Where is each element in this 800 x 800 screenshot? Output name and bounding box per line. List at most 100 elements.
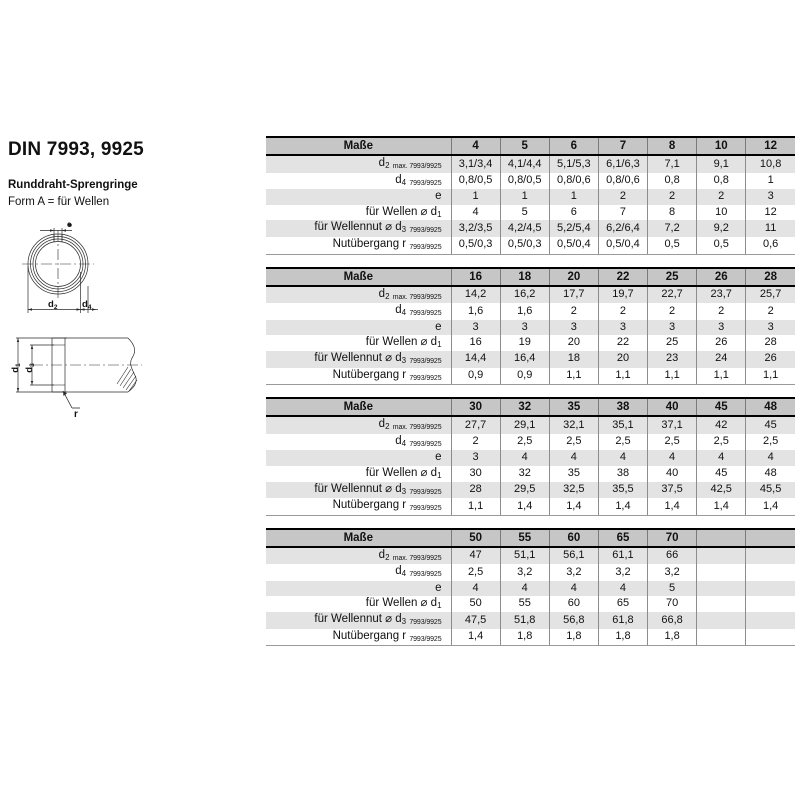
- column-header-size-12: 12: [745, 136, 795, 156]
- column-header-size-70: 70: [647, 527, 697, 548]
- cell-d4-70: 3,2: [647, 564, 697, 581]
- cell-r-26: 1,1: [696, 367, 746, 386]
- cell-d3-25: 23: [647, 350, 697, 368]
- cell-d2-22: 19,7: [597, 285, 648, 304]
- row-label-d3: für Wellennut ⌀ d3 7993/9925: [266, 220, 452, 237]
- cell-d1-40: 40: [647, 465, 697, 482]
- cell-empty: [696, 612, 746, 629]
- column-header-size-50: 50: [450, 527, 501, 548]
- cell-e-18: 3: [499, 319, 550, 336]
- cell-empty: [745, 628, 795, 647]
- cell-e-40: 4: [647, 450, 697, 466]
- column-header-size-60: 60: [548, 527, 599, 548]
- cell-d3-48: 45,5: [745, 481, 795, 499]
- cell-d3-18: 16,4: [499, 350, 550, 368]
- cell-r-35: 1,4: [548, 498, 599, 516]
- cell-r-16: 0,9: [450, 367, 501, 386]
- cell-d1-4: 4: [450, 204, 501, 221]
- row-label-e: e: [266, 189, 452, 205]
- cell-e-10: 2: [696, 189, 746, 205]
- cell-d4-16: 1,6: [450, 303, 501, 320]
- column-header-size-45: 45: [696, 397, 746, 418]
- cell-d1-50: 50: [450, 596, 501, 613]
- cell-d1-10: 10: [696, 204, 746, 221]
- cell-e-38: 4: [597, 450, 648, 466]
- cell-d3-20: 18: [548, 350, 599, 368]
- cell-d4-60: 3,2: [548, 564, 599, 581]
- subtitle-form-type: Form A = für Wellen: [8, 195, 110, 208]
- cell-d4-8: 0,8: [647, 172, 697, 190]
- shaft-dim-d3-label: d3: [24, 363, 36, 373]
- table-row: Nutübergang r 7993/9925 1,1 1,4 1,4 1,4 1,4 1,…: [266, 498, 795, 516]
- cell-d1-26: 26: [696, 335, 746, 351]
- column-header-masse: Maße: [266, 136, 452, 156]
- cell-r-32: 1,4: [499, 498, 550, 516]
- cell-d3-7: 6,2/6,4: [597, 220, 648, 237]
- cell-d3-70: 66,8: [647, 612, 697, 629]
- column-header-masse: Maße: [266, 266, 452, 287]
- cell-d1-32: 32: [499, 465, 550, 482]
- cell-d2-5: 4,1/4,4: [499, 155, 550, 173]
- column-header-size-16: 16: [450, 266, 501, 287]
- cell-d1-18: 19: [499, 335, 550, 351]
- column-header-size-18: 18: [499, 266, 550, 287]
- technical-drawings: e d2 d4: [8, 216, 258, 536]
- cell-d4-26: 2: [696, 303, 746, 320]
- row-label-r: Nutübergang r 7993/9925: [266, 498, 452, 516]
- cell-d3-8: 7,2: [647, 220, 697, 237]
- cell-empty: [745, 580, 795, 597]
- cell-e-48: 4: [745, 450, 795, 466]
- cell-e-35: 4: [548, 450, 599, 466]
- cell-d2-32: 29,1: [499, 416, 550, 434]
- table-row: für Wellen ⌀ d1 50 55 60 65 70: [266, 596, 795, 613]
- left-info-panel: DIN 7993, 9925 Runddraht-Sprengringe For…: [8, 139, 258, 420]
- cell-r-55: 1,8: [499, 628, 550, 647]
- cell-d1-25: 25: [647, 335, 697, 351]
- row-label-d2: d2 max. 7993/9925: [266, 546, 452, 565]
- cell-e-16: 3: [450, 319, 501, 336]
- cell-d2-16: 14,2: [450, 285, 501, 304]
- cell-e-12: 3: [745, 189, 795, 205]
- cell-d1-6: 6: [548, 204, 599, 221]
- cell-d1-22: 22: [597, 335, 648, 351]
- cell-r-5: 0,5/0,3: [499, 236, 550, 255]
- cell-d4-7: 0,8/0,6: [597, 172, 648, 190]
- column-header-size-6: 6: [548, 136, 599, 156]
- column-header-size-35: 35: [548, 397, 599, 418]
- table-row: für Wellennut ⌀ d3 7993/9925 47,5 51,8 56,8…: [266, 612, 795, 629]
- cell-d2-60: 56,1: [548, 546, 599, 565]
- cell-d2-8: 7,1: [647, 155, 697, 173]
- row-label-r: Nutübergang r 7993/9925: [266, 367, 452, 386]
- row-label-d2: d2 max. 7993/9925: [266, 416, 452, 434]
- table-row: d2 max. 7993/9925 27,7 29,1 32,1 35,1 37,1 42 4…: [266, 416, 795, 434]
- cell-d2-18: 16,2: [499, 285, 550, 304]
- cell-d4-30: 2: [450, 433, 501, 451]
- column-header-size-10: 10: [696, 136, 746, 156]
- cell-d2-40: 37,1: [647, 416, 697, 434]
- cell-r-28: 1,1: [745, 367, 795, 386]
- cell-d3-10: 9,2: [696, 220, 746, 237]
- cell-d3-50: 47,5: [450, 612, 501, 629]
- column-header-size-48: 48: [745, 397, 795, 418]
- spec-table-2: Maße 16 18 20 22 25 26 28 d2 max. 7993/9925 14,2 1…: [266, 266, 795, 386]
- shaft-groove-side-view-drawing: d1 d3 r: [10, 337, 142, 420]
- cell-d2-35: 32,1: [548, 416, 599, 434]
- table-row: für Wellennut ⌀ d3 7993/9925 28 29,5 32,5 35…: [266, 481, 795, 499]
- row-label-e: e: [266, 580, 452, 597]
- table-row: d2 max. 7993/9925 14,2 16,2 17,7 19,7 22,7 23,…: [266, 285, 795, 304]
- cell-e-6: 1: [548, 189, 599, 205]
- cell-r-45: 1,4: [696, 498, 746, 516]
- cell-e-22: 3: [597, 319, 648, 336]
- ring-dim-d2-label: d2: [48, 299, 58, 311]
- cell-d2-25: 22,7: [647, 285, 697, 304]
- cell-d3-26: 24: [696, 350, 746, 368]
- cell-r-38: 1,4: [597, 498, 648, 516]
- cell-d2-20: 17,7: [548, 285, 599, 304]
- cell-d3-12: 11: [745, 220, 795, 237]
- cell-d3-35: 32,5: [548, 481, 599, 499]
- row-label-d1: für Wellen ⌀ d1: [266, 465, 452, 482]
- cell-r-12: 0,6: [745, 236, 795, 255]
- column-header-size-7: 7: [597, 136, 648, 156]
